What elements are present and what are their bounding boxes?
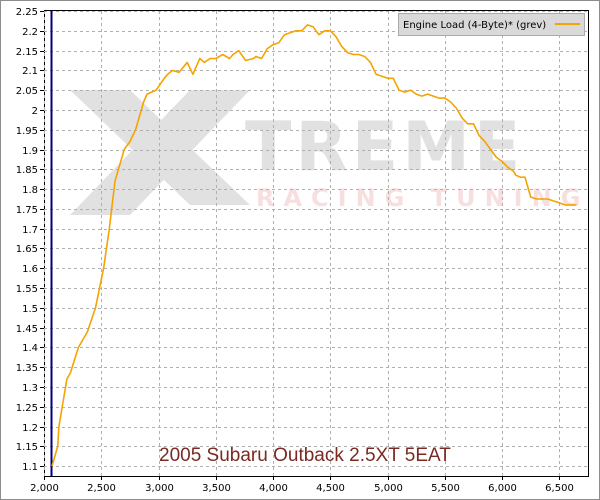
x-tick-label: 6,500 bbox=[545, 483, 574, 494]
y-tick-label: 2.25 bbox=[16, 7, 38, 18]
series-layer bbox=[51, 24, 577, 467]
y-tick-label: 1.5 bbox=[22, 304, 38, 315]
y-tick-label: 1.4 bbox=[22, 343, 38, 354]
y-tick-label: 2.1 bbox=[22, 66, 38, 77]
grid bbox=[44, 11, 588, 476]
y-tick-label: 1.55 bbox=[16, 284, 38, 295]
watermark-subline: RACING TUNING bbox=[256, 184, 589, 212]
watermark-x-stroke-1 bbox=[70, 90, 250, 205]
y-tick-label: 1.7 bbox=[22, 225, 38, 236]
watermark-x-logo: TREME RACING TUNING bbox=[70, 90, 589, 215]
y-tick-label: 2.2 bbox=[22, 27, 38, 38]
x-tick-label: 6,000 bbox=[488, 483, 517, 494]
plot-area bbox=[44, 10, 589, 477]
y-tick-label: 1.3 bbox=[22, 383, 38, 394]
legend-box bbox=[398, 13, 585, 36]
y-tick-label: 2 bbox=[32, 106, 38, 117]
x-tick-label: 2,000 bbox=[30, 483, 59, 494]
x-tick-label: 5,000 bbox=[374, 483, 403, 494]
x-tick-label: 4,500 bbox=[316, 483, 345, 494]
y-tick-label: 1.65 bbox=[16, 244, 38, 255]
y-tick-label: 1.75 bbox=[16, 205, 38, 216]
x-tick-label: 3,500 bbox=[202, 483, 231, 494]
legend-label: Engine Load (4-Byte)* (grev) bbox=[403, 20, 546, 31]
y-tick-label: 1.6 bbox=[22, 264, 38, 275]
y-tick-label: 2.05 bbox=[16, 86, 38, 97]
legend: Engine Load (4-Byte)* (grev) bbox=[398, 13, 585, 36]
y-tick-label: 1.85 bbox=[16, 165, 38, 176]
x-axis: 2,000 2,500 3,000 3,500 4,000 4,500 5,000 5,500… bbox=[30, 476, 574, 494]
y-axis: 1.1 1.15 1.2 1.25 1.3 1.35 1.4 1.45 1.5 1.55 1.6 1.… bbox=[16, 7, 44, 473]
y-tick-label: 1.25 bbox=[16, 403, 38, 414]
y-tick-label: 1.9 bbox=[22, 146, 38, 157]
y-tick-label: 1.1 bbox=[22, 462, 38, 473]
y-tick-label: 1.95 bbox=[16, 126, 38, 137]
watermark-word: TREME bbox=[245, 108, 524, 187]
x-tick-label: 4,000 bbox=[259, 483, 288, 494]
x-tick-label: 5,500 bbox=[431, 483, 460, 494]
x-tick-label: 2,500 bbox=[87, 483, 116, 494]
y-tick-label: 1.35 bbox=[16, 363, 38, 374]
y-tick-label: 1.8 bbox=[22, 185, 38, 196]
chart-caption: 2005 Subaru Outback 2.5XT 5EAT bbox=[159, 445, 451, 466]
x-tick-label: 3,000 bbox=[145, 483, 174, 494]
y-tick-label: 1.2 bbox=[22, 423, 38, 434]
y-tick-label: 2.15 bbox=[16, 47, 38, 58]
series-line bbox=[51, 24, 577, 467]
y-tick-label: 1.45 bbox=[16, 324, 38, 335]
y-tick-label: 1.15 bbox=[16, 442, 38, 453]
